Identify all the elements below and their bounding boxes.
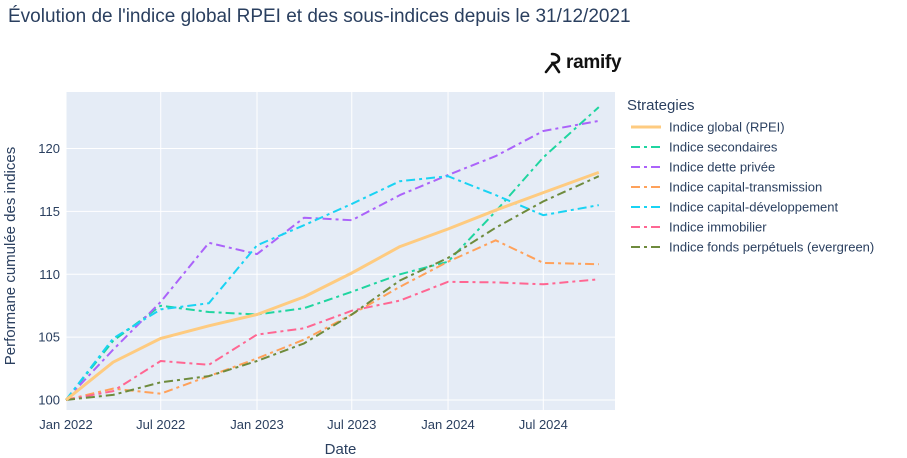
legend-item[interactable]: Indice secondaires <box>631 140 778 155</box>
legend-label: Indice immobilier <box>669 220 767 235</box>
legend-label: Indice capital-transmission <box>669 180 822 195</box>
series-line-5[interactable] <box>65 175 599 401</box>
legend-item[interactable]: Indice fonds perpétuels (evergreen) <box>631 240 874 255</box>
legend-label: Indice secondaires <box>669 140 778 155</box>
series-line-4[interactable] <box>65 239 599 401</box>
x-tick-label: Jul 2024 <box>519 417 568 432</box>
y-axis-title: Performane cumulée des indices <box>2 147 19 365</box>
legend-label: Indice dette privée <box>669 160 775 175</box>
series-line-1[interactable] <box>65 170 600 402</box>
x-tick-label: Jan 2023 <box>230 417 284 432</box>
legend-item[interactable]: Indice capital-développement <box>631 200 838 215</box>
legend-item[interactable]: Indice dette privée <box>631 160 775 175</box>
legend-label: Indice global (RPEI) <box>669 120 785 135</box>
chart-title: Évolution de l'indice global RPEI et des… <box>8 6 631 27</box>
series-line-6[interactable] <box>65 278 599 401</box>
logo-text: ramify <box>566 52 622 73</box>
series-line-3[interactable] <box>65 119 599 401</box>
ramify-logo: ramify <box>543 52 622 74</box>
x-tick-label: Jul 2022 <box>136 417 185 432</box>
x-axis-title: Date <box>325 441 357 458</box>
grid-lines <box>65 92 615 410</box>
y-tick-label: 120 <box>38 141 60 156</box>
legend-item[interactable]: Indice immobilier <box>631 220 767 235</box>
series-line-7[interactable] <box>65 175 600 401</box>
legend-item[interactable]: Indice global (RPEI) <box>631 120 785 135</box>
y-tick-label: 115 <box>39 204 60 219</box>
plot-area <box>66 92 615 410</box>
ramify-logo-icon <box>544 52 561 74</box>
series-line-2[interactable] <box>65 106 600 401</box>
legend-item[interactable]: Indice capital-transmission <box>631 180 822 195</box>
legend-title: Strategies <box>627 97 695 114</box>
legend-label: Indice fonds perpétuels (evergreen) <box>669 240 874 255</box>
y-tick-label: 105 <box>38 330 60 345</box>
y-tick-label: 100 <box>38 392 60 407</box>
series-layer <box>65 106 600 402</box>
axis-ticks: Jan 2022 Jul 2022 Jan 2023 Jul 2023 Jan 2024… <box>38 141 568 432</box>
y-tick-label: 110 <box>39 267 60 282</box>
legend[interactable]: Strategies Indice global (RPEI) Indice sec… <box>627 97 874 255</box>
x-tick-label: Jul 2023 <box>327 417 376 432</box>
x-tick-label: Jan 2022 <box>39 417 93 432</box>
x-tick-label: Jan 2024 <box>421 417 475 432</box>
legend-label: Indice capital-développement <box>669 200 838 215</box>
